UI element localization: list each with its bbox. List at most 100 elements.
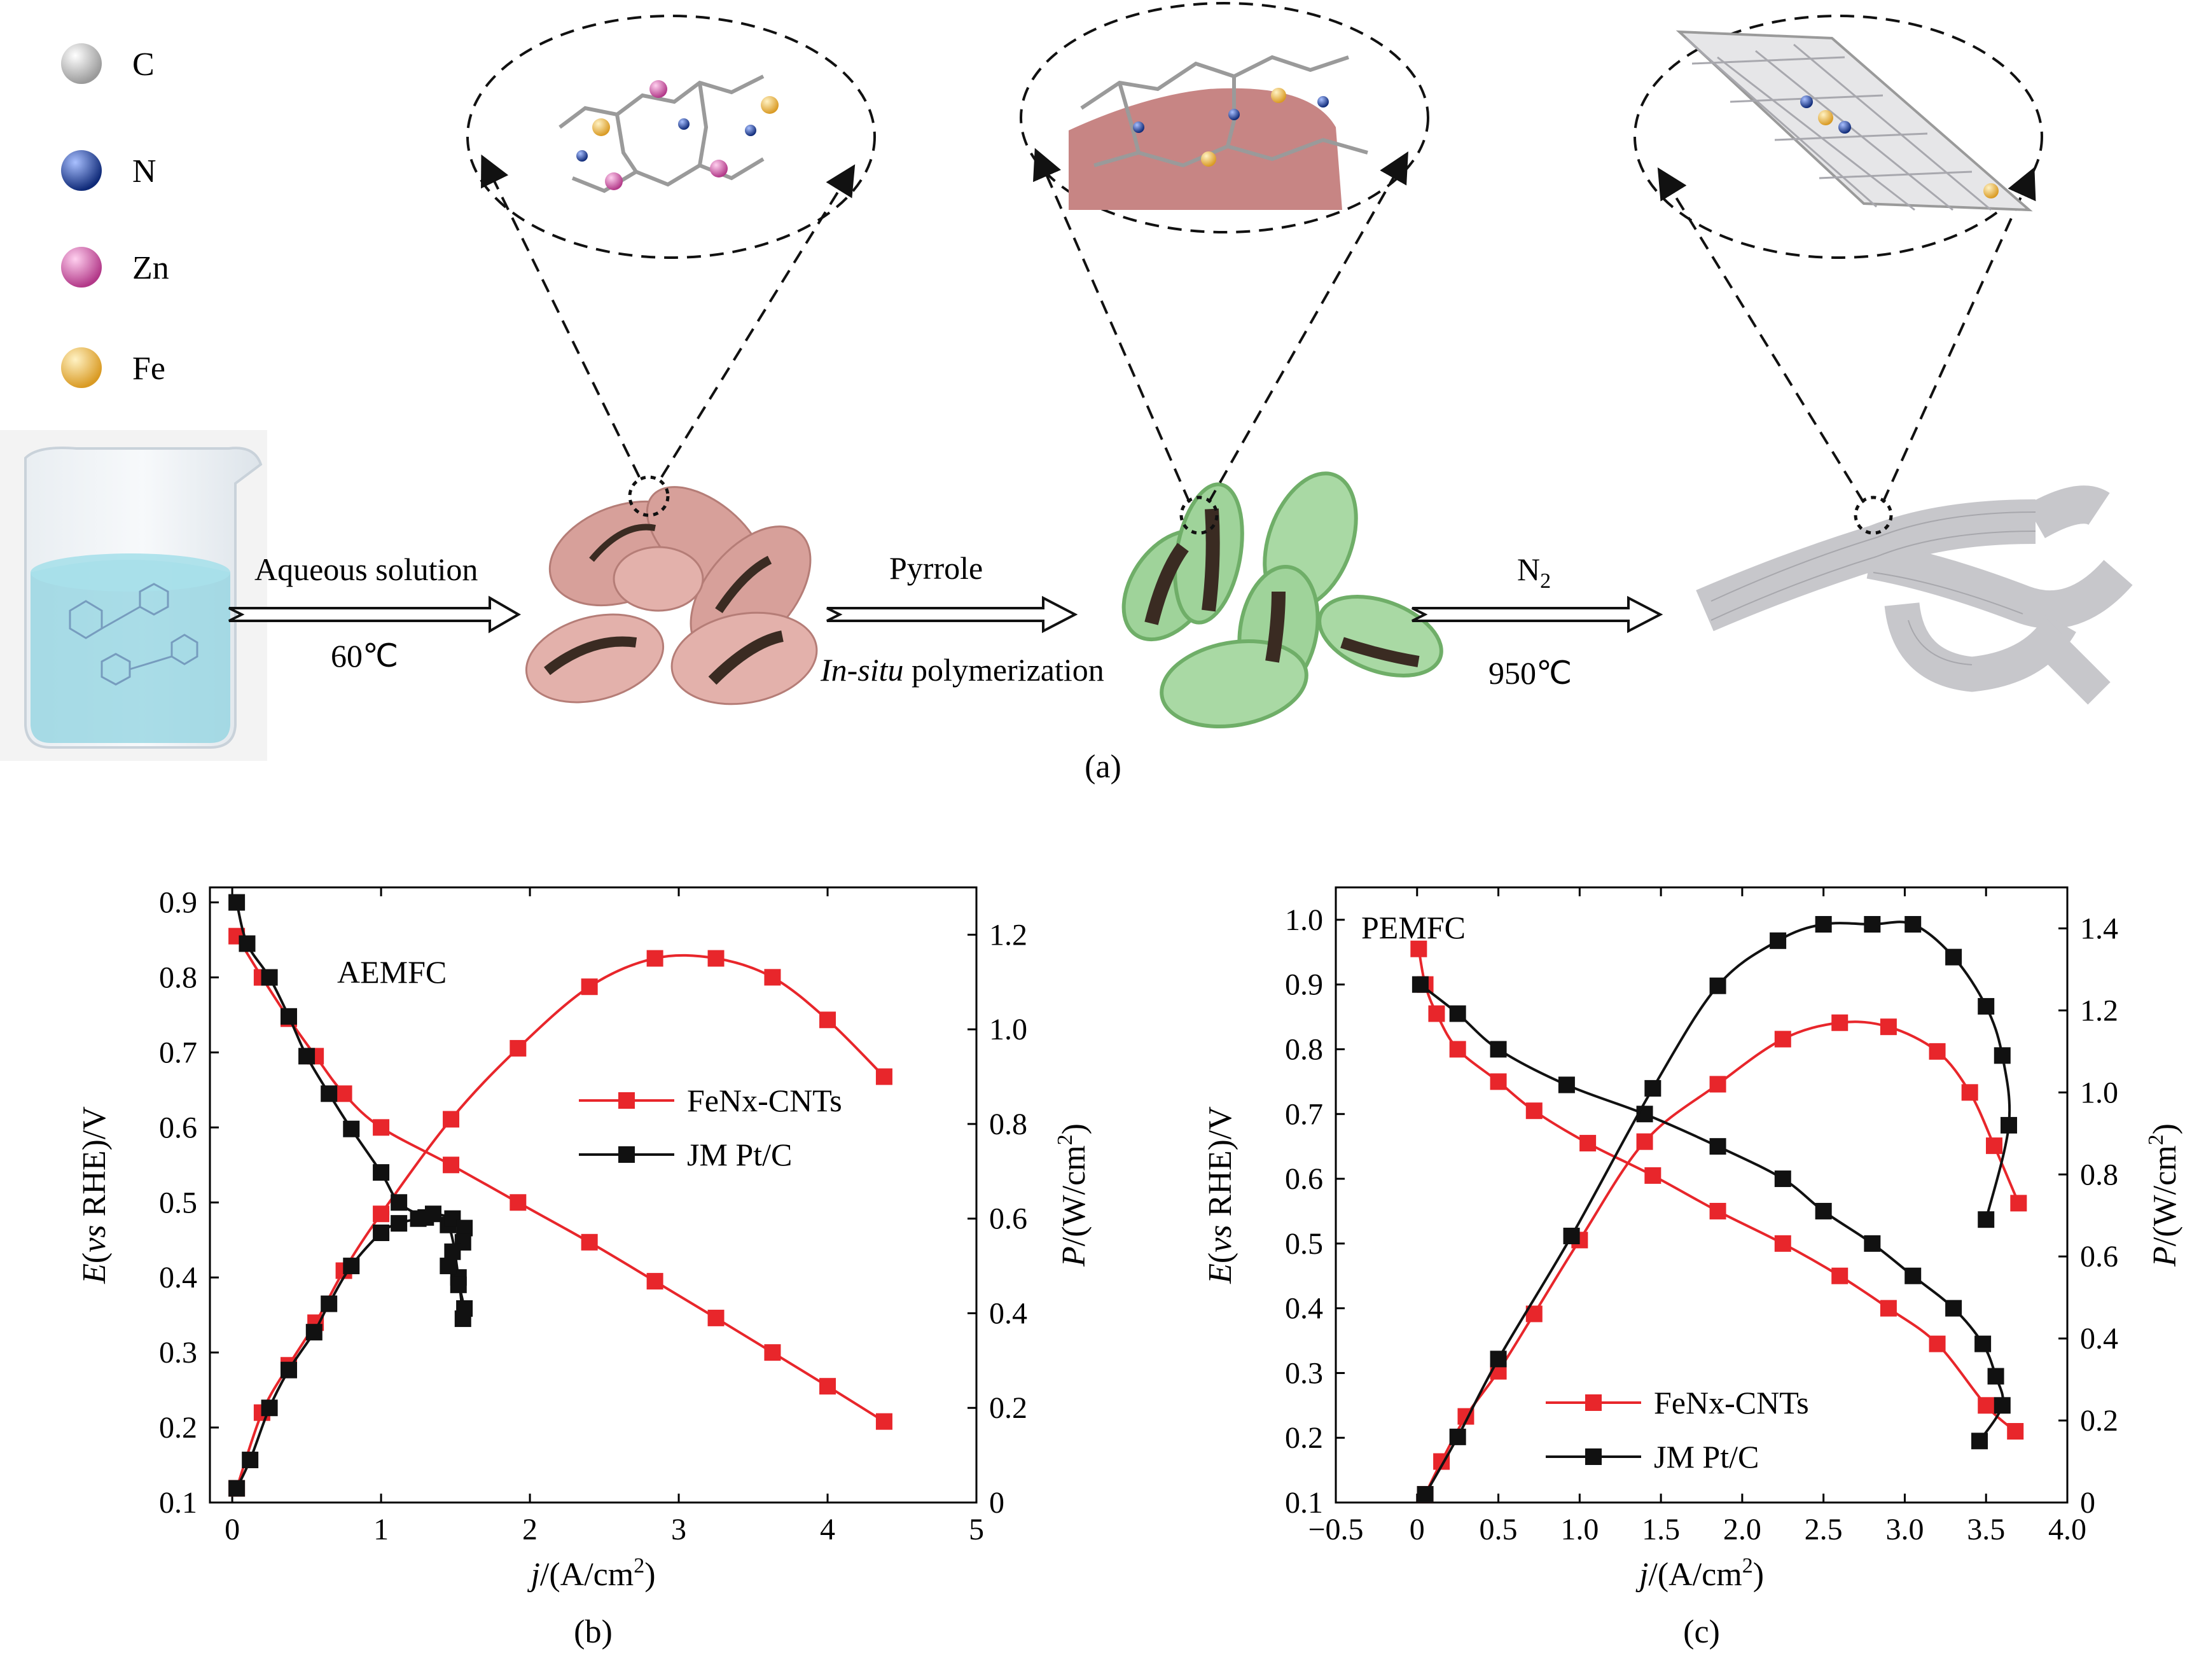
data-point-marker [1770, 932, 1787, 949]
element-legend: C N Zn Fe [61, 43, 169, 388]
y-left-tick-label: 0.1 [1285, 1486, 1323, 1520]
y-right-tick-label: 0.6 [2080, 1240, 2118, 1274]
zoom-bubble-3 [1634, 15, 2043, 504]
zoom-bubble-2 [1020, 2, 1429, 503]
series-line [235, 954, 885, 1489]
data-point-marker [1412, 976, 1429, 993]
data-point-marker [707, 1309, 725, 1326]
y-left-tick-label: 0.9 [159, 886, 197, 920]
iron-atom-icon [61, 347, 102, 388]
series-jm-pt-c-right [1417, 916, 2017, 1503]
y-right-tick-label: 0.8 [2080, 1158, 2118, 1191]
data-point-marker [1864, 1235, 1881, 1252]
data-point-marker [1961, 1084, 1978, 1101]
x-tick-label: 2.0 [1723, 1513, 1761, 1546]
nitrogen-atom-icon [61, 150, 102, 191]
carbon-atom-icon [61, 43, 102, 84]
data-point-marker [335, 1085, 352, 1102]
data-point-marker [1831, 1267, 1849, 1284]
legend-label-c: C [132, 46, 155, 83]
y-left-tick-label: 1.0 [1285, 903, 1323, 937]
legend-label: JM Pt/C [687, 1137, 792, 1172]
y-right-tick-label: 0.8 [989, 1107, 1027, 1141]
y-right-tick-label: 0.6 [989, 1202, 1027, 1236]
data-point-marker [1831, 1014, 1849, 1031]
y-left-tick-label: 0.4 [1285, 1292, 1323, 1326]
legend-label-n: N [132, 153, 156, 190]
data-point-marker [1945, 948, 1962, 966]
x-tick-label: 1.0 [1560, 1513, 1599, 1546]
y-left-axis-label: E(vs RHE)/V [76, 1106, 113, 1284]
panel-label: (b) [574, 1614, 613, 1650]
data-point-marker [281, 1008, 298, 1025]
data-point-marker [444, 1243, 461, 1260]
data-point-marker [391, 1194, 408, 1211]
series-line [235, 1212, 467, 1489]
plot-frame [1335, 886, 2069, 1504]
y-left-tick-label: 0.2 [1285, 1421, 1323, 1455]
data-point-marker [1490, 1041, 1507, 1058]
data-point-marker [1490, 1073, 1507, 1090]
legend-label-zn: Zn [132, 250, 169, 286]
y-left-tick-label: 0.8 [1285, 1032, 1323, 1066]
data-point-marker [646, 950, 663, 967]
legend-item-c: C [61, 43, 155, 84]
data-point-marker [2010, 1195, 2027, 1212]
y-right-tick-label: 1.0 [989, 1013, 1027, 1046]
x-axis-label-end: ) [644, 1557, 655, 1593]
data-point-marker [646, 1273, 663, 1290]
data-point-marker [1929, 1043, 1946, 1060]
data-point-marker [1449, 1428, 1466, 1445]
y-right-tick-label: 0.2 [2080, 1404, 2118, 1438]
data-point-marker [373, 1119, 390, 1136]
data-point-marker [1563, 1227, 1580, 1244]
schematic-panel: C N Zn Fe [0, 2, 2133, 785]
data-point-marker [373, 1205, 390, 1223]
data-point-marker [2001, 1116, 2017, 1134]
x-tick-label: 4.0 [2048, 1513, 2086, 1546]
step2-top-label: Pyrrole [889, 550, 983, 586]
y-left-tick-label: 0.3 [159, 1336, 197, 1370]
data-point-marker [875, 1413, 892, 1430]
step1-top-label: Aqueous solution [254, 552, 478, 587]
data-point-marker [1994, 1397, 2011, 1414]
x-axis-label-var: j [527, 1557, 539, 1593]
legend-marker [618, 1092, 635, 1109]
y-left-label-paren: ( [1202, 1253, 1238, 1263]
y-left-label-var: E [76, 1263, 113, 1284]
y-left-tick-label: 0.2 [159, 1411, 197, 1445]
y-right-label-unit: /(W/cm [2147, 1145, 2183, 1246]
legend-label: JM Pt/C [1654, 1439, 1759, 1475]
y-right-label-end: ) [2147, 1123, 2183, 1134]
y-right-tick-label: 0 [2080, 1486, 2095, 1520]
y-right-tick-label: 0.2 [989, 1391, 1027, 1425]
chart-b: 0 1 2 3 4 5 0.1 0.2 0.3 0.4 0.5 0.6 0.7 0.8 0.9 0 0.2 0.4… [76, 886, 1092, 1650]
series-fenx-cnts-left [228, 927, 892, 1430]
data-point-marker [373, 1225, 390, 1242]
y-left-label-vs: vs [76, 1225, 113, 1252]
x-tick-label: 4 [820, 1513, 835, 1546]
data-point-marker [1774, 1031, 1791, 1048]
legend-item-fe: Fe [61, 347, 165, 388]
step3-bottom-label: 950℃ [1488, 655, 1572, 691]
panel-label: (c) [1683, 1614, 1720, 1650]
data-point-marker [1709, 1138, 1726, 1155]
plot-frame [209, 886, 978, 1504]
data-point-marker [1558, 1076, 1575, 1093]
data-point-marker [450, 1276, 467, 1293]
x-axis-label-sup: 2 [634, 1554, 644, 1578]
data-point-marker [242, 1452, 259, 1469]
data-point-marker [440, 1258, 457, 1275]
chart-c: −0.5 0 0.5 1.0 1.5 2.0 2.5 3.0 3.5 4.0 0.1 0.2 0.3 0.… [1202, 886, 2183, 1650]
legend-label: FeNx-CNTs [1654, 1385, 1809, 1420]
x-tick-label: 2.5 [1805, 1513, 1843, 1546]
process-arrow-3: N2 950℃ [1412, 552, 1663, 691]
y-right-tick-label: 1.0 [2080, 1076, 2118, 1109]
data-point-marker [1974, 1335, 1992, 1352]
y-right-tick-label: 1.4 [2080, 912, 2118, 945]
y-right-tick-label: 1.2 [2080, 994, 2118, 1027]
x-axis-label-unit: /(A/cm [540, 1557, 634, 1593]
data-point-marker [1904, 1267, 1922, 1284]
series-line [1424, 1020, 2020, 1495]
